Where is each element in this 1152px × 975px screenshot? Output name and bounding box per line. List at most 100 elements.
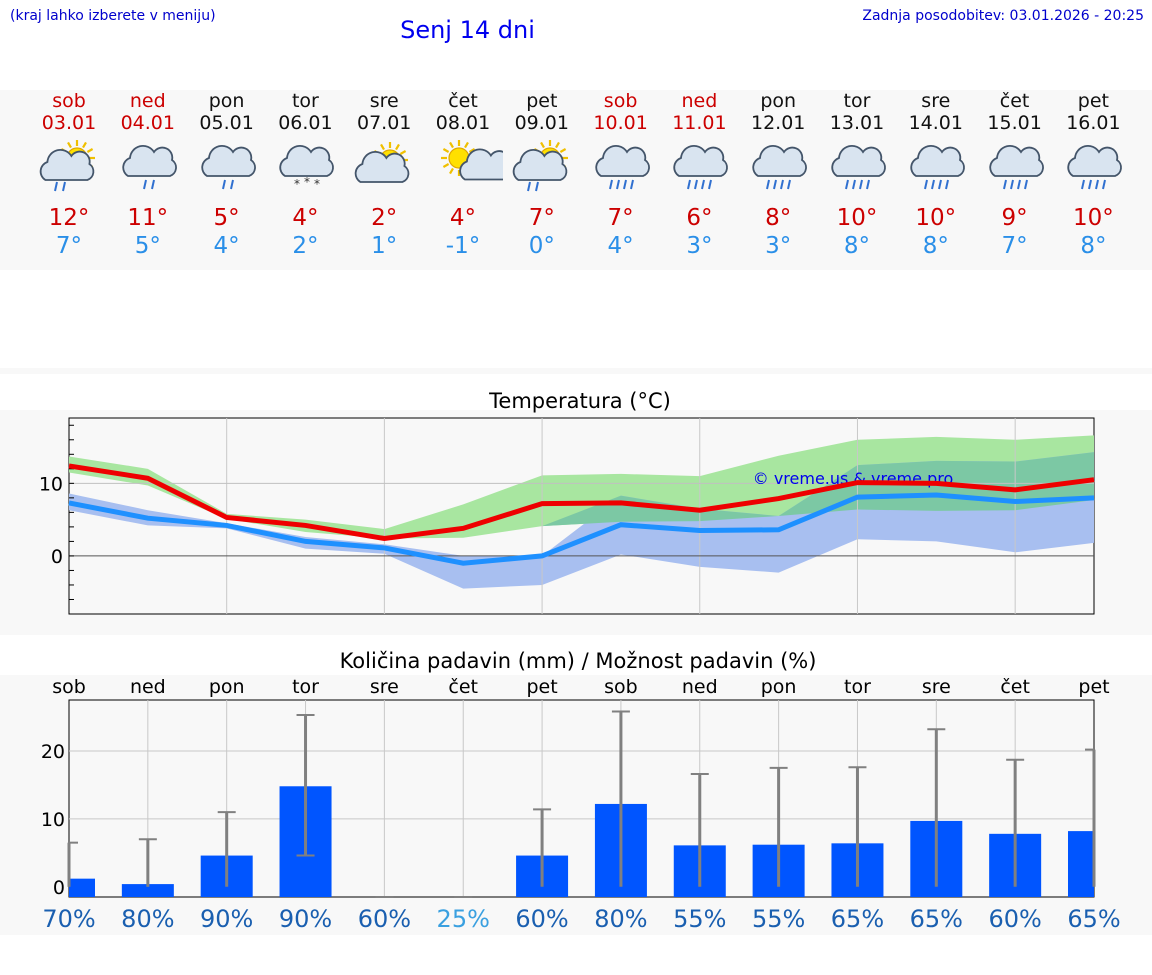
day-name: tor <box>843 90 871 112</box>
temp-max: 9° <box>1001 205 1028 231</box>
precip-tick-label: 0 <box>53 877 65 899</box>
cloud-heavy-rain-icon <box>594 145 650 190</box>
temp-min: 2° <box>292 233 319 259</box>
sun-cloud-small-icon <box>441 140 514 181</box>
day-date: 08.01 <box>435 112 491 134</box>
precip-probability: 80% <box>121 905 174 933</box>
rain-drop <box>923 179 928 190</box>
rain-drop <box>1081 179 1086 190</box>
min-temp-line <box>68 492 1095 566</box>
day-name: ned <box>129 90 166 112</box>
temp-max: 11° <box>127 205 169 231</box>
temp-min: 5° <box>134 233 161 259</box>
day-date: 04.01 <box>120 112 175 134</box>
day-name: pet <box>1077 90 1109 112</box>
temp-max: 12° <box>48 205 90 231</box>
max-range-band <box>69 435 1094 539</box>
precip-day-label: sre <box>370 676 399 698</box>
page-title: Senj 14 dni <box>400 16 535 44</box>
precip-day-label: čet <box>1000 676 1030 698</box>
temp-max: 10° <box>915 205 957 231</box>
rain-drop <box>615 179 620 190</box>
precip-probability: 55% <box>673 905 726 933</box>
rain-drop <box>866 179 870 190</box>
precip-probability: 65% <box>910 905 963 933</box>
temp-max: 7° <box>528 205 555 231</box>
day-column: sob 10.01 7° 4° <box>581 90 661 260</box>
cloud-rain-icon <box>122 145 177 190</box>
precip-day-label: tor <box>292 676 319 698</box>
temp-min: 3° <box>686 233 713 259</box>
precip-day-label: tor <box>844 676 871 698</box>
rain-drop <box>852 179 856 190</box>
precip-day-label: ned <box>682 676 718 698</box>
rain-drop <box>221 179 226 190</box>
precip-day-label: sob <box>604 676 638 698</box>
rain-drop <box>526 181 531 192</box>
rain-drop <box>694 179 699 190</box>
temp-max: 6° <box>686 205 713 231</box>
rain-drop <box>773 179 778 190</box>
rain-drop <box>1088 179 1093 190</box>
rain-drop <box>937 179 942 190</box>
day-date: 06.01 <box>278 112 333 134</box>
day-column: sob 03.01 12° 7° <box>29 90 109 260</box>
day-name: sre <box>921 90 951 112</box>
cloud-rain-icon <box>200 145 256 190</box>
precip-probability: 90% <box>279 905 332 933</box>
daily-forecast-strip: sob 03.01 12° 7° ned 04.01 11° 5° pon 05.01 5° 4° to… <box>0 90 1152 270</box>
precip-day-label: sre <box>922 676 951 698</box>
temp-min: -1° <box>445 233 481 259</box>
rain-drop <box>1023 179 1028 190</box>
rain-drop <box>944 179 949 190</box>
rain-drop <box>62 181 66 192</box>
day-column: pet 09.01 7° 0° <box>502 90 582 260</box>
precip-probability: 70% <box>42 905 95 933</box>
cloud-shape <box>831 145 886 177</box>
temp-tick-label: 10 <box>39 473 63 495</box>
rain-drop <box>687 179 692 190</box>
precip-bar <box>69 878 95 897</box>
temp-min: 8° <box>922 233 949 259</box>
rain-drop <box>150 179 155 190</box>
snow-flake: * <box>294 177 300 191</box>
cloud-shape <box>594 145 650 177</box>
rain-drop <box>1009 179 1014 190</box>
precip-day-label: pon <box>209 676 245 698</box>
temp-max: 10° <box>1073 205 1114 231</box>
temp-min: 7° <box>1001 233 1028 259</box>
temp-min: 8° <box>843 233 871 259</box>
temp-min: 8° <box>1080 233 1107 259</box>
day-column: čet 08.01 4° -1° <box>423 90 514 260</box>
day-column: čet 15.01 9° 7° <box>975 90 1055 260</box>
precip-chart-title: Količina padavin (mm) / Možnost padavin … <box>340 649 817 673</box>
rain-drop <box>629 179 634 190</box>
cloud-snow-icon: * * * <box>279 145 335 191</box>
cloud-shape <box>673 145 729 177</box>
day-column: pon 05.01 5° 4° <box>187 90 267 260</box>
day-date: 03.01 <box>41 112 97 134</box>
cloud-heavy-rain-icon <box>1067 145 1123 190</box>
day-date: 07.01 <box>356 112 412 134</box>
precip-probability: 25% <box>437 905 490 933</box>
day-column: tor 13.01 10° 8° <box>817 90 897 260</box>
precip-probability: 65% <box>1067 905 1120 933</box>
day-date: 13.01 <box>829 112 885 134</box>
day-name: pon <box>208 90 245 112</box>
temp-max: 10° <box>836 205 878 231</box>
temp-max: 4° <box>292 205 319 231</box>
day-name: čet <box>999 90 1030 112</box>
day-name: sre <box>369 90 399 112</box>
day-date: 05.01 <box>199 112 254 134</box>
max-temp-line <box>68 463 1095 542</box>
precip-bar <box>1068 831 1094 897</box>
cloud-heavy-rain-icon <box>910 145 965 190</box>
rain-drop <box>859 179 863 190</box>
day-date: 11.01 <box>672 112 727 134</box>
precip-probability: 60% <box>515 905 568 933</box>
rain-drop <box>766 179 771 190</box>
precip-probability: 55% <box>752 905 805 933</box>
temperature-chart: Temperatura (°C)010 © vreme.us & vreme.pr… <box>39 389 1095 615</box>
cloud-shape <box>910 145 965 177</box>
cloud-heavy-rain-icon <box>831 145 886 190</box>
